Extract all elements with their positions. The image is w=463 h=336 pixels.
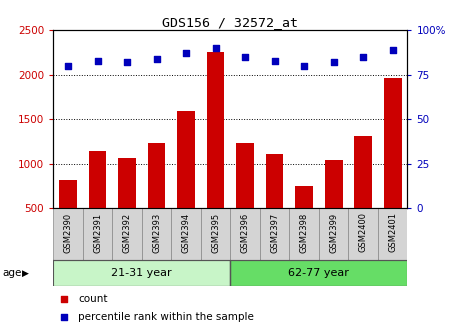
- Point: [330, 59, 338, 65]
- Bar: [53, 208, 83, 260]
- Bar: [59, 180, 77, 253]
- Bar: [354, 136, 372, 253]
- Bar: [289, 208, 319, 260]
- Point: [64, 63, 72, 69]
- Bar: [384, 78, 401, 253]
- Text: GSM2400: GSM2400: [359, 212, 368, 252]
- Text: GSM2391: GSM2391: [93, 212, 102, 253]
- Text: GSM2394: GSM2394: [181, 212, 191, 253]
- Text: ▶: ▶: [22, 268, 29, 278]
- Bar: [231, 260, 407, 286]
- Bar: [201, 208, 231, 260]
- Text: 62-77 year: 62-77 year: [288, 268, 349, 278]
- Point: [300, 63, 308, 69]
- Point: [359, 54, 367, 60]
- Bar: [171, 208, 201, 260]
- Point: [241, 54, 249, 60]
- Bar: [231, 208, 260, 260]
- Text: GSM2398: GSM2398: [300, 212, 309, 253]
- Text: GSM2395: GSM2395: [211, 212, 220, 253]
- Point: [212, 45, 219, 51]
- Text: GSM2392: GSM2392: [123, 212, 131, 253]
- Point: [60, 314, 68, 320]
- Bar: [118, 158, 136, 253]
- Title: GDS156 / 32572_at: GDS156 / 32572_at: [163, 16, 298, 29]
- Point: [60, 296, 68, 301]
- Point: [94, 58, 101, 63]
- Bar: [206, 52, 225, 253]
- Text: GSM2390: GSM2390: [63, 212, 73, 253]
- Point: [153, 56, 160, 61]
- Bar: [378, 208, 407, 260]
- Text: GSM2396: GSM2396: [241, 212, 250, 253]
- Point: [271, 58, 278, 63]
- Point: [389, 47, 396, 52]
- Point: [123, 59, 131, 65]
- Text: GSM2397: GSM2397: [270, 212, 279, 253]
- Bar: [177, 111, 195, 253]
- Bar: [325, 160, 343, 253]
- Bar: [349, 208, 378, 260]
- Point: [182, 51, 190, 56]
- Bar: [113, 208, 142, 260]
- Bar: [319, 208, 349, 260]
- Bar: [148, 143, 165, 253]
- Bar: [295, 186, 313, 253]
- Bar: [53, 260, 231, 286]
- Text: 21-31 year: 21-31 year: [112, 268, 172, 278]
- Text: age: age: [2, 268, 22, 278]
- Text: GSM2393: GSM2393: [152, 212, 161, 253]
- Text: count: count: [78, 294, 107, 303]
- Bar: [89, 151, 106, 253]
- Bar: [236, 143, 254, 253]
- Bar: [266, 154, 283, 253]
- Text: percentile rank within the sample: percentile rank within the sample: [78, 312, 254, 322]
- Bar: [260, 208, 289, 260]
- Bar: [142, 208, 171, 260]
- Text: GSM2401: GSM2401: [388, 212, 397, 252]
- Bar: [83, 208, 113, 260]
- Text: GSM2399: GSM2399: [329, 212, 338, 253]
